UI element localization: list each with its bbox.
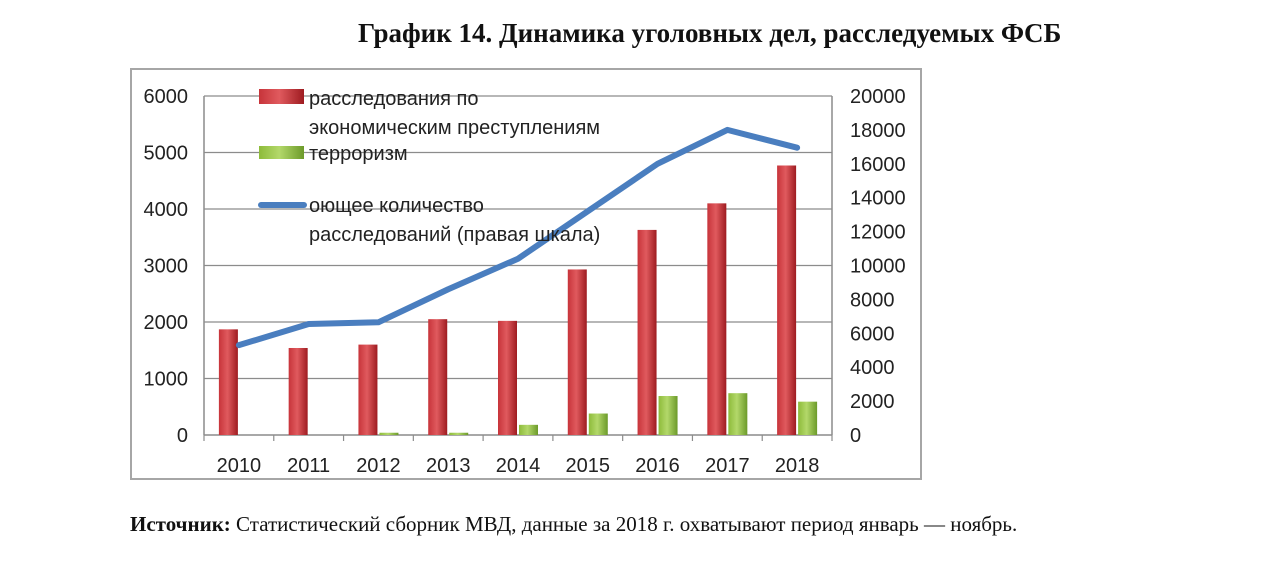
bar-economic: [218, 329, 238, 435]
legend-swatch-economic: [259, 89, 304, 104]
y-right-tick-label: 8000: [850, 289, 895, 311]
legend-label-total: оющее количество: [309, 195, 484, 217]
axes: [203, 96, 833, 441]
y-right-tick-label: 10000: [850, 256, 906, 278]
y-left-tick-label: 1000: [144, 369, 189, 391]
legend: расследования по экономическим преступлен…: [258, 88, 600, 246]
source-text: Статистический сборник МВД, данные за 20…: [236, 512, 1018, 536]
bar-economic: [567, 269, 587, 435]
chart-frame: 0 1000 2000 3000 4000 5000 6000 0 2000 4000 6000 80…: [130, 68, 922, 480]
bar-economic: [288, 347, 308, 435]
bar-economic: [498, 320, 517, 435]
bar-terrorism: [379, 432, 399, 435]
line-series: [235, 126, 801, 349]
bar-economic: [777, 165, 797, 435]
y-right-tick-label: 16000: [850, 154, 906, 176]
x-tick-label: 2018: [775, 455, 820, 477]
legend-label-total: расследований (правая шкала): [309, 224, 600, 246]
legend-label-terrorism: терроризм: [309, 143, 408, 165]
x-tick-label: 2017: [705, 455, 750, 477]
bar-economic: [637, 229, 657, 435]
bar-terrorism: [519, 424, 538, 435]
bar-terrorism: [798, 401, 818, 435]
legend-label-economic: экономическим преступлениям: [309, 117, 600, 139]
x-tick-label: 2016: [635, 455, 680, 477]
bar-terrorism: [658, 396, 678, 435]
x-tick-label: 2015: [566, 455, 611, 477]
x-tick-label: 2010: [217, 455, 262, 477]
source-note: Источник: Статистический сборник МВД, да…: [130, 512, 1017, 537]
source-label: Источник:: [130, 512, 231, 536]
y-right-tick-label: 4000: [850, 357, 895, 379]
y-left-tick-label: 6000: [144, 86, 189, 108]
x-tick-label: 2014: [496, 455, 541, 477]
tick-labels: 0 1000 2000 3000 4000 5000 6000 0 2000 4000 6000 80…: [144, 86, 906, 477]
y-right-tick-label: 12000: [850, 222, 906, 244]
y-left-tick-label: 4000: [144, 199, 189, 221]
y-right-tick-label: 18000: [850, 120, 906, 142]
x-tick-label: 2013: [426, 455, 471, 477]
bar-terrorism: [728, 393, 748, 435]
bar-economic: [428, 319, 448, 435]
legend-label-economic: расследования по: [309, 88, 478, 110]
x-tick-label: 2011: [287, 455, 330, 477]
y-left-tick-label: 2000: [144, 312, 189, 334]
bar-terrorism: [588, 413, 608, 435]
y-right-tick-label: 2000: [850, 391, 895, 413]
legend-swatch-terrorism: [259, 146, 304, 159]
y-right-tick-label: 14000: [850, 188, 906, 210]
y-right-tick-label: 20000: [850, 86, 906, 108]
x-tick-label: 2012: [356, 455, 401, 477]
y-left-tick-label: 3000: [144, 256, 189, 278]
y-left-tick-label: 0: [177, 425, 188, 447]
y-right-tick-label: 6000: [850, 323, 895, 345]
bars: [218, 165, 818, 435]
bar-economic: [707, 203, 727, 435]
chart-plot: 0 1000 2000 3000 4000 5000 6000 0 2000 4000 6000 80…: [144, 86, 906, 477]
chart-title: График 14. Динамика уголовных дел, рассл…: [358, 18, 1062, 48]
bar-economic: [358, 344, 378, 435]
y-right-tick-label: 0: [850, 425, 861, 447]
bar-terrorism: [449, 432, 469, 435]
y-left-tick-label: 5000: [144, 143, 189, 165]
